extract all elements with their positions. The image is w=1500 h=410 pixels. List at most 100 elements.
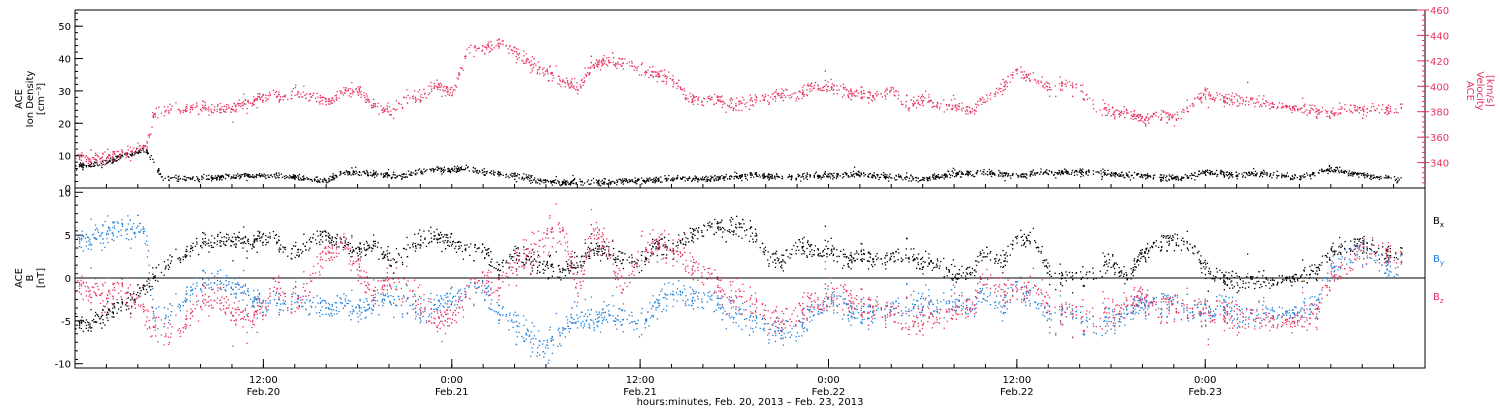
data-point [932,102,934,104]
data-point [1172,177,1174,179]
data-point [867,268,870,270]
data-point [488,264,490,266]
data-point [559,268,561,270]
data-point [352,170,354,172]
data-point [603,55,605,57]
data-point [400,175,402,177]
data-point [1241,103,1244,105]
data-point [133,299,135,301]
data-point [586,74,588,77]
data-point [303,85,305,87]
data-point [1205,170,1207,173]
data-point [304,94,306,96]
data-point [131,150,133,152]
y2-axis-title-line: ACE [1464,81,1475,101]
data-point [1303,173,1305,175]
data-point [697,178,699,180]
data-point [967,174,969,176]
data-point [644,182,646,184]
data-point [1225,93,1227,96]
data-point [929,179,931,181]
data-point [1120,111,1122,113]
data-point [460,166,463,168]
data-point [1312,109,1314,111]
data-point [1104,108,1106,110]
data-point [424,238,426,240]
data-point [538,179,540,182]
data-point [1122,275,1125,277]
data-point [841,96,844,98]
data-point [1146,174,1148,176]
data-point [498,175,500,177]
data-point [813,175,815,177]
data-point [459,169,461,171]
data-point [762,94,764,96]
data-point [433,171,435,173]
data-point [559,184,561,186]
data-point [420,172,423,175]
data-point [102,163,104,166]
data-point [1118,175,1120,177]
data-point [1204,93,1206,95]
data-point [384,172,386,174]
data-point [853,176,855,178]
data-point [91,161,93,163]
data-point [620,182,623,184]
data-point [837,174,839,176]
data-point [1076,174,1078,176]
data-point [240,174,242,176]
data-point [809,175,812,177]
data-point [456,169,459,171]
data-point [636,183,638,185]
data-point [873,174,875,177]
data-point [831,85,833,88]
data-point [1202,172,1204,174]
data-point [593,67,595,69]
data-point [1320,111,1322,113]
data-point [502,174,504,176]
data-point [1198,98,1200,100]
data-point [598,248,600,250]
data-point [550,73,552,75]
data-point [757,175,759,178]
data-point [979,100,981,102]
data-point [1065,79,1067,81]
data-point [278,100,280,102]
data-point [1176,111,1178,113]
data-point [655,176,657,178]
data-point [890,258,892,260]
data-point [934,178,936,180]
data-point [995,91,997,93]
data-point [811,89,813,92]
data-point [1173,125,1176,127]
data-point [478,170,480,172]
data-point [1214,99,1216,101]
data-point [1166,175,1168,177]
data-point [1395,178,1397,180]
data-point [1294,173,1296,176]
data-point [741,179,743,182]
data-point [745,177,747,180]
data-point [1115,172,1117,174]
data-point [1360,109,1362,111]
data-point [85,158,88,161]
data-point [1137,113,1139,116]
data-point [819,175,821,177]
data-point [216,178,218,180]
data-point [1144,174,1146,176]
data-point [1113,111,1116,113]
data-point [261,96,263,98]
data-point [308,100,310,102]
data-point [735,175,737,177]
data-point [1144,118,1146,120]
data-point [382,107,385,109]
data-point [1353,173,1355,175]
data-point [1291,109,1293,111]
data-point [560,185,562,187]
data-point [454,170,456,173]
data-point [335,96,338,98]
data-point [1228,177,1230,180]
data-point [531,70,534,72]
data-point [562,182,565,184]
data-point [321,99,323,101]
